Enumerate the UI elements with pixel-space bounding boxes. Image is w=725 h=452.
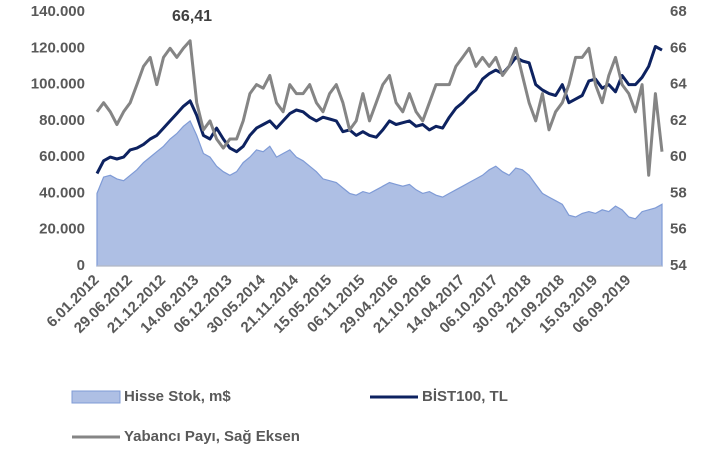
- y2-tick-label: 58: [670, 184, 687, 201]
- legend-label: Hisse Stok, m$: [124, 388, 231, 405]
- y-tick-label: 140.000: [31, 3, 85, 20]
- y-tick-label: 60.000: [39, 148, 85, 165]
- y2-tick-label: 68: [670, 3, 687, 20]
- y-tick-label: 0: [77, 257, 85, 274]
- annotation: 66,41: [172, 8, 212, 25]
- legend-label: BİST100, TL: [422, 388, 508, 405]
- y-tick-label: 40.000: [39, 184, 85, 201]
- y2-tick-label: 64: [670, 76, 687, 93]
- legend-label: Yabancı Payı, Sağ Eksen: [124, 428, 300, 445]
- y2-tick-label: 66: [670, 39, 687, 56]
- legend-swatch: [71, 390, 121, 404]
- y2-tick-label: 54: [670, 257, 687, 274]
- y2-tick-label: 56: [670, 221, 687, 238]
- y-tick-label: 20.000: [39, 221, 85, 238]
- area-series: [96, 119, 663, 267]
- y2-tick-label: 60: [670, 148, 687, 165]
- y-tick-label: 80.000: [39, 112, 85, 129]
- y-tick-label: 100.000: [31, 76, 85, 93]
- y2-tick-label: 62: [670, 112, 687, 129]
- line-series: [95, 39, 664, 177]
- plot-area: [95, 39, 664, 267]
- y-tick-label: 120.000: [31, 39, 85, 56]
- line-series: [95, 45, 663, 175]
